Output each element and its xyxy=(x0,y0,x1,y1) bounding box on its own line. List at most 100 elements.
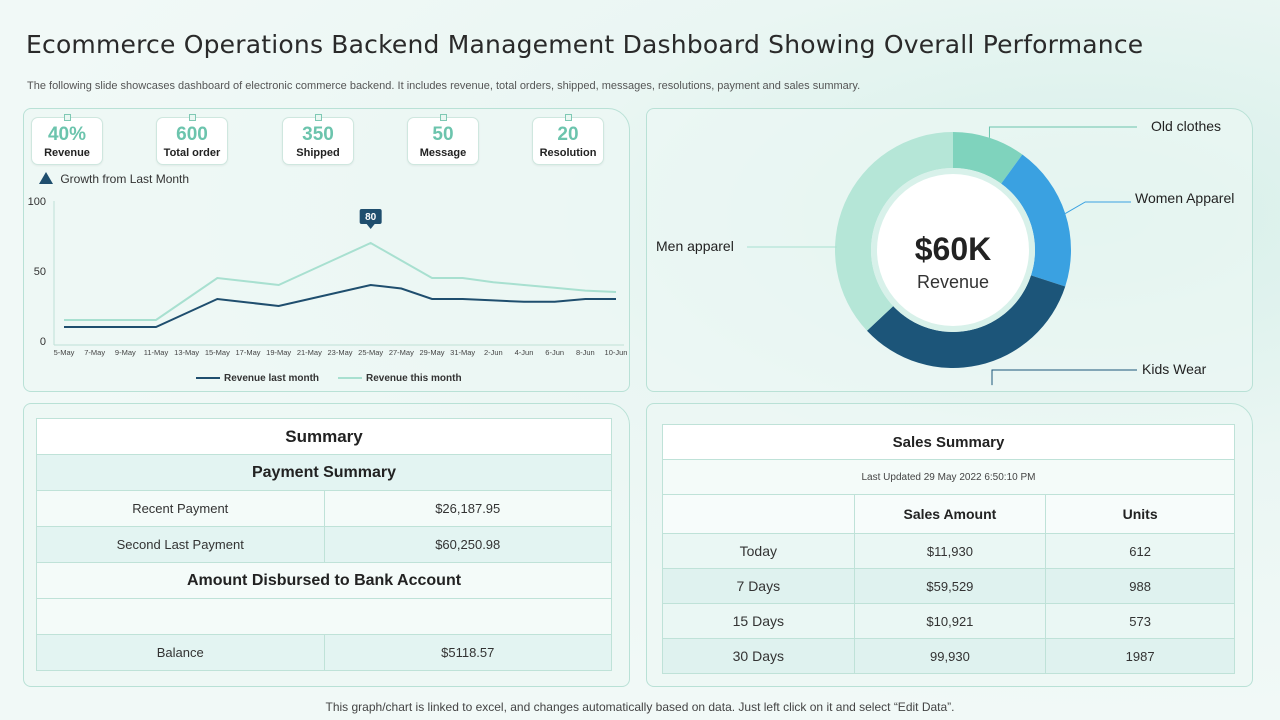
table-row: 7 Days $59,529 988 xyxy=(662,568,1235,604)
kpi-label: Shipped xyxy=(296,147,340,159)
sales-summary-table: Sales Summary Last Updated 29 May 2022 6… xyxy=(662,424,1235,674)
column-header-empty xyxy=(662,494,855,534)
balance-value: $5118.57 xyxy=(323,634,612,671)
x-tick-label: 9-May xyxy=(115,348,136,357)
x-tick-label: 25-May xyxy=(358,348,383,357)
kpi-label: Message xyxy=(419,147,467,159)
donut-center-value: $60K xyxy=(915,231,992,267)
amount-cell: $11,930 xyxy=(853,533,1047,569)
donut-center-label: Revenue xyxy=(917,272,989,292)
leader-line xyxy=(991,369,1137,386)
row-label: Recent Payment xyxy=(36,490,325,527)
kpi-card-message[interactable]: 50 Message xyxy=(407,114,479,165)
table-row: Second Last Payment $60,250.98 xyxy=(36,526,612,563)
kpi-pin xyxy=(565,114,572,121)
kpi-value: 350 xyxy=(302,124,334,145)
series-line xyxy=(64,283,616,328)
x-tick-label: 6-Jun xyxy=(545,348,564,357)
summary-panel: Summary Payment Summary Recent Payment $… xyxy=(23,403,630,687)
donut-slice xyxy=(953,132,1023,184)
sales-summary-title: Sales Summary xyxy=(662,424,1235,460)
revenue-donut-chart[interactable]: $60K Revenue xyxy=(647,109,1254,393)
donut-center xyxy=(877,174,1029,326)
revenue-line-chart[interactable]: 0 50 100 5-May 7-May 9-May 11-May 13-May 15-May 1… xyxy=(24,189,631,389)
donut-slice xyxy=(1001,154,1071,287)
x-tick-label: 8-Jun xyxy=(576,348,595,357)
data-callout: 80 xyxy=(359,209,382,229)
x-tick-label: 4-Jun xyxy=(515,348,534,357)
column-header-sales-amount: Sales Amount xyxy=(853,494,1047,534)
donut-slice xyxy=(866,275,1066,369)
table-row: Recent Payment $26,187.95 xyxy=(36,490,612,527)
triangle-up-icon xyxy=(39,172,53,184)
period-cell: 7 Days xyxy=(662,568,855,604)
period-cell: Today xyxy=(662,533,855,569)
kpi-card-shipped[interactable]: 350 Shipped xyxy=(282,114,354,165)
table-row: 15 Days $10,921 573 xyxy=(662,603,1235,639)
leader-line xyxy=(988,126,1137,138)
x-tick-label: 5-May xyxy=(54,348,75,357)
callout-label: 80 xyxy=(365,212,377,223)
x-tick-label: 23-May xyxy=(327,348,352,357)
sales-summary-panel: Sales Summary Last Updated 29 May 2022 6… xyxy=(646,403,1253,687)
donut-label-kids-wear: Kids Wear xyxy=(1142,361,1207,377)
callout-box xyxy=(359,209,382,224)
x-tick-label: 17-May xyxy=(235,348,260,357)
last-updated-text: Last Updated 29 May 2022 6:50:10 PM xyxy=(662,459,1235,495)
table-row: 30 Days 99,930 1987 xyxy=(662,638,1235,674)
x-tick-label: 13-May xyxy=(174,348,199,357)
x-tick-label: 15-May xyxy=(205,348,230,357)
y-tick-label: 100 xyxy=(28,196,46,208)
kpi-value: 20 xyxy=(557,124,579,145)
units-cell: 612 xyxy=(1045,533,1235,569)
kpi-pin xyxy=(440,114,447,121)
row-value: $26,187.95 xyxy=(323,490,612,527)
donut-label-old-clothes: Old clothes xyxy=(1151,118,1222,134)
revenue-donut-panel: $60K Revenue Old clothes Women Apparel Ki… xyxy=(646,108,1253,392)
kpi-card-revenue[interactable]: 40% Revenue xyxy=(31,114,103,165)
callout-pointer xyxy=(366,224,375,229)
growth-legend-label: Growth from Last Month xyxy=(60,172,190,186)
kpi-pin xyxy=(189,114,196,121)
x-tick-label: 7-May xyxy=(84,348,105,357)
growth-legend: Growth from Last Month xyxy=(39,172,189,186)
kpi-value: 40% xyxy=(47,124,87,145)
kpi-label: Revenue xyxy=(44,147,90,159)
y-tick-label: 0 xyxy=(40,336,46,348)
amount-cell: $10,921 xyxy=(853,603,1047,639)
balance-label: Balance xyxy=(36,634,325,671)
x-tick-label: 27-May xyxy=(389,348,414,357)
donut-label-women-apparel: Women Apparel xyxy=(1135,190,1235,206)
page-title: Ecommerce Operations Backend Management … xyxy=(26,30,1144,59)
footer-note: This graph/chart is linked to excel, and… xyxy=(325,700,955,714)
kpi-label: Resolution xyxy=(539,147,597,159)
kpi-pin xyxy=(64,114,71,121)
disbursed-title: Amount Disbursed to Bank Account xyxy=(36,562,612,599)
period-cell: 15 Days xyxy=(662,603,855,639)
donut-slice xyxy=(835,132,953,331)
table-row: Today $11,930 612 xyxy=(662,533,1235,569)
x-tick-label: 19-May xyxy=(266,348,291,357)
table-row-empty xyxy=(36,598,612,635)
kpi-card-total-order[interactable]: 600 Total order xyxy=(156,114,228,165)
performance-panel: 40% Revenue 600 Total order 350 Shipped … xyxy=(23,108,630,392)
table-row: Balance $5118.57 xyxy=(36,634,612,671)
summary-table: Summary Payment Summary Recent Payment $… xyxy=(36,418,612,671)
row-value: $60,250.98 xyxy=(323,526,612,563)
kpi-value: 600 xyxy=(176,124,208,145)
period-cell: 30 Days xyxy=(662,638,855,674)
table-header-row: Sales Amount Units xyxy=(662,494,1235,534)
legend-label: Revenue this month xyxy=(366,373,462,384)
legend-label: Revenue last month xyxy=(224,373,319,384)
payment-summary-title: Payment Summary xyxy=(36,454,612,491)
x-tick-label: 21-May xyxy=(297,348,322,357)
kpi-card-resolution[interactable]: 20 Resolution xyxy=(532,114,604,165)
units-cell: 988 xyxy=(1045,568,1235,604)
units-cell: 1987 xyxy=(1045,638,1235,674)
kpi-pin xyxy=(315,114,322,121)
kpi-label: Total order xyxy=(163,147,221,159)
row-label: Second Last Payment xyxy=(36,526,325,563)
kpi-value: 50 xyxy=(432,124,454,145)
x-tick-label: 2-Jun xyxy=(484,348,503,357)
x-tick-label: 11-May xyxy=(144,348,169,357)
